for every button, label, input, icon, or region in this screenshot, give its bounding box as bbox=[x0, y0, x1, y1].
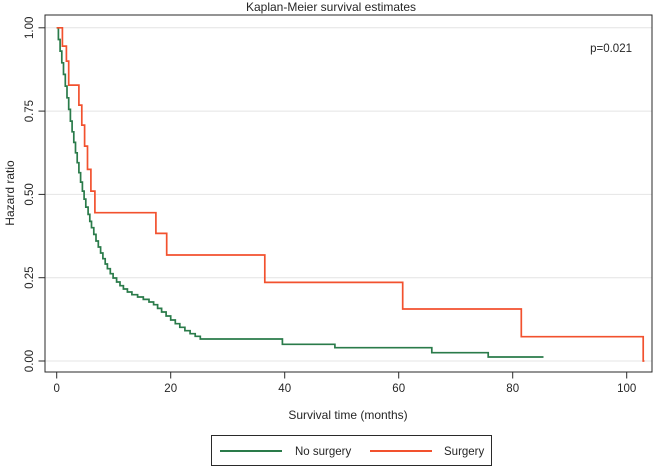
y-tick-label: 0.00 bbox=[24, 350, 36, 372]
x-tick-label: 60 bbox=[392, 383, 405, 395]
y-tick-label: 0.25 bbox=[24, 267, 36, 289]
legend-box bbox=[211, 435, 492, 466]
p-value-annotation: p=0.021 bbox=[590, 43, 632, 55]
km-curve-surgery bbox=[56, 26, 645, 362]
y-tick-label: 1.00 bbox=[24, 17, 36, 39]
plot-border bbox=[44, 14, 653, 373]
x-axis-ticks bbox=[56, 372, 628, 379]
x-axis-tick-labels: 0 20 40 60 80 100 bbox=[53, 383, 636, 395]
x-tick-label: 100 bbox=[617, 383, 636, 395]
y-tick-label: 0.75 bbox=[24, 100, 36, 122]
x-tick-label: 80 bbox=[506, 383, 519, 395]
x-tick-label: 20 bbox=[164, 383, 177, 395]
x-axis-label: Survival time (months) bbox=[288, 408, 407, 422]
x-tick-label: 40 bbox=[278, 383, 291, 395]
x-tick-label: 0 bbox=[53, 383, 59, 395]
legend-label-surgery: Surgery bbox=[444, 446, 485, 458]
y-axis-tick-labels: 0.00 0.25 0.50 0.75 1.00 bbox=[24, 17, 36, 373]
km-curves bbox=[56, 26, 645, 362]
y-gridlines bbox=[45, 27, 652, 362]
y-axis-ticks bbox=[38, 27, 45, 362]
chart-title: Kaplan-Meier survival estimates bbox=[246, 0, 416, 14]
y-axis-label: Hazard ratio bbox=[3, 160, 17, 226]
y-tick-label: 0.50 bbox=[24, 183, 36, 205]
legend: No surgery Surgery bbox=[211, 435, 492, 466]
legend-label-no-surgery: No surgery bbox=[295, 446, 351, 458]
km-curve-no-surgery bbox=[56, 26, 544, 358]
